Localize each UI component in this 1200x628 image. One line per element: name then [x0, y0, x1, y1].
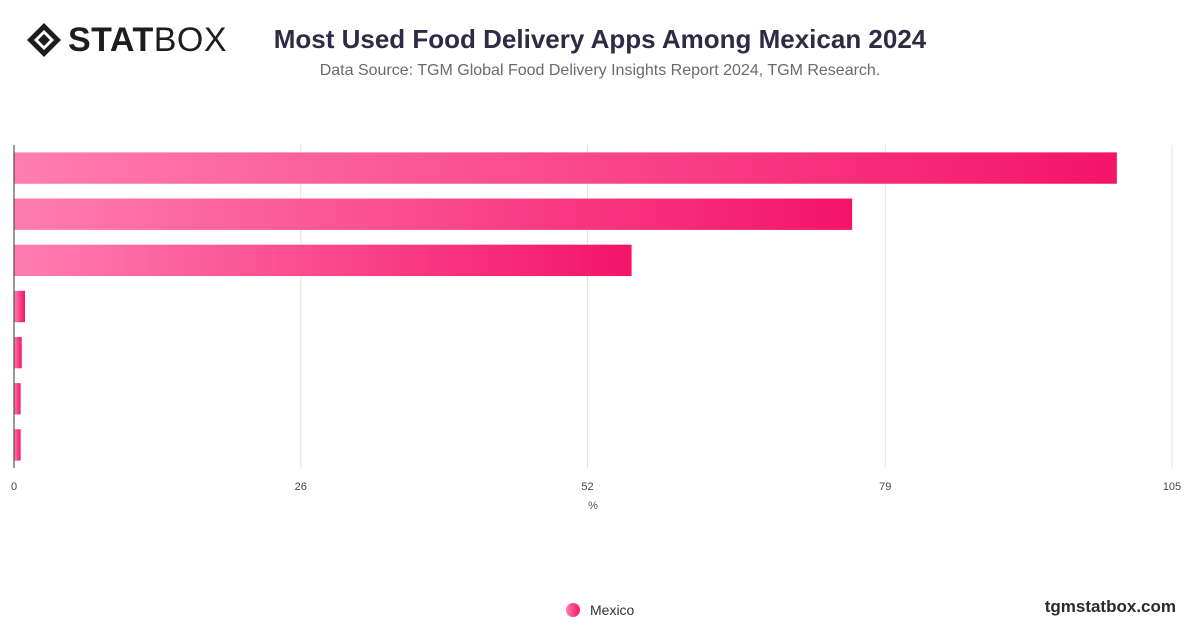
grid-lines [300, 145, 1173, 468]
legend-swatch [566, 603, 580, 617]
x-tick-label: 105 [1163, 481, 1181, 493]
bars [14, 152, 1117, 461]
statbox-logo: STATBOX [26, 22, 227, 58]
statbox-logo-icon [27, 23, 61, 57]
statbox-logo-text: STATBOX [68, 22, 227, 58]
legend: Mexico [566, 602, 634, 618]
bar-mexico-2 [14, 198, 853, 230]
bar-mexico-6 [14, 383, 21, 415]
chart-subtitle: Data Source: TGM Global Food Delivery In… [319, 62, 881, 79]
x-tick-label: 0 [11, 481, 17, 493]
logo-light-text: BOX [153, 21, 228, 59]
x-tick-label: 26 [295, 481, 307, 493]
chart-title: Most Used Food Delivery Apps Among Mexic… [273, 24, 927, 54]
x-tick-label: 79 [879, 481, 891, 493]
legend-label: Mexico [590, 602, 635, 618]
bar-mexico-7 [14, 429, 21, 461]
x-tick-label: 52 [581, 481, 593, 493]
bar-mexico-5 [14, 336, 22, 369]
x-axis-ticks: 0 26 52 79 105 [11, 481, 1181, 493]
bar-mexico-4 [14, 290, 26, 323]
footer-url: tgmstatbox.com [1044, 597, 1176, 616]
logo-bold-text: STAT [68, 21, 154, 59]
x-axis-label: % [588, 500, 598, 512]
bar-mexico-1 [14, 152, 1117, 184]
bar-mexico-3 [14, 244, 632, 277]
